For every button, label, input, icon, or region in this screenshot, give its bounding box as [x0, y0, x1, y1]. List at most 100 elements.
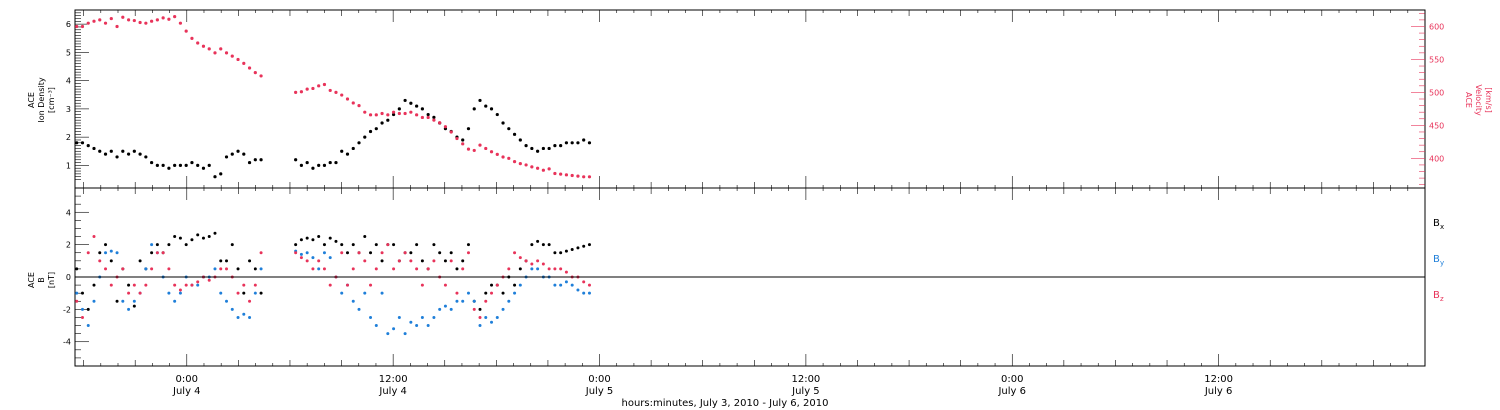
bz-point [98, 259, 102, 263]
x-tick-date-label: July 5 [585, 386, 614, 397]
bz-point [547, 267, 551, 271]
bx-point [351, 243, 355, 247]
right-tick-label: 500 [1429, 88, 1444, 97]
density-point [242, 152, 246, 156]
bz-point [294, 251, 298, 255]
velocity-point [190, 36, 194, 40]
bx-point [466, 243, 470, 247]
density-point [92, 146, 96, 151]
velocity-point [472, 148, 476, 153]
by-point [409, 320, 413, 324]
bx-point [455, 267, 459, 271]
density-point [536, 149, 540, 153]
bz-point [374, 267, 378, 271]
bx-point [167, 243, 171, 247]
bx-point [150, 251, 154, 255]
by-point [369, 315, 373, 319]
density-point [253, 158, 257, 162]
density-point [132, 149, 136, 153]
bz-point [340, 251, 344, 255]
by-point [248, 315, 252, 319]
bx-point [345, 251, 349, 255]
velocity-point [201, 44, 206, 48]
bx-point [432, 243, 436, 247]
density-point [409, 101, 413, 105]
legend-sub-z: z [1440, 295, 1444, 303]
bx-point [86, 307, 90, 311]
velocity-point [184, 29, 188, 33]
density-point [461, 138, 465, 142]
bz-point [80, 315, 84, 319]
by-point [397, 315, 401, 319]
velocity-point [305, 87, 309, 91]
bx-point [461, 259, 465, 263]
by-point [484, 315, 488, 319]
velocity-point [311, 86, 315, 91]
bx-point [484, 291, 488, 295]
bz-point [184, 283, 188, 287]
bz-point [121, 267, 125, 271]
x-tick-time-label: 0:00 [588, 374, 610, 385]
density-point [178, 163, 183, 167]
by-point [132, 299, 136, 303]
velocity-point [415, 113, 419, 117]
legend-entry-x: B [1433, 218, 1440, 229]
bz-point [518, 256, 522, 260]
bx-point [115, 299, 119, 303]
top-left-ylabel-1: ACE [27, 92, 36, 108]
bx-point [380, 259, 384, 263]
density-point [495, 112, 499, 117]
left-tick-label: 2 [66, 133, 71, 142]
bx-point [340, 243, 344, 247]
bx-point [219, 259, 223, 263]
bz-point [380, 251, 384, 255]
bz-point [104, 267, 108, 271]
velocity-point [132, 18, 136, 23]
legend-entry-y: B [1433, 254, 1440, 265]
bx-point [564, 249, 568, 253]
density-point [247, 160, 252, 165]
left-tick-label: 0 [66, 273, 71, 282]
top-right-axis: 400 450 500 550 600 [1411, 12, 1444, 186]
by-point [386, 332, 390, 336]
bz-point [173, 283, 177, 287]
velocity-point [155, 18, 159, 22]
by-point [317, 267, 321, 271]
velocity-point [489, 150, 494, 154]
bz-point [190, 283, 194, 287]
velocity-point [224, 51, 229, 55]
velocity-point [461, 142, 465, 146]
bz-point [426, 267, 430, 271]
top-left-axis: 1 2 3 4 5 6 [66, 9, 89, 180]
density-point [150, 160, 154, 165]
velocity-point [587, 175, 592, 179]
density-point [420, 107, 424, 111]
by-point [380, 291, 384, 295]
bx-point [559, 251, 563, 255]
by-point [415, 324, 419, 328]
density-point [489, 107, 494, 111]
bx-point [259, 291, 263, 295]
bz-point [161, 251, 165, 255]
velocity-point [374, 113, 378, 117]
top-right-ylabel-1: ACE [1464, 92, 1473, 108]
bx-point [311, 238, 315, 242]
by-point [340, 291, 344, 295]
x-tick-time-label: 0:00 [1001, 374, 1023, 385]
by-point [357, 307, 361, 311]
by-point [167, 291, 171, 295]
velocity-point [512, 160, 517, 164]
bottom-series-group [75, 231, 591, 336]
velocity-point [432, 118, 436, 122]
bx-point [225, 259, 229, 263]
velocity-point [173, 14, 177, 19]
by-point [559, 283, 563, 287]
velocity-point [340, 93, 344, 97]
velocity-point [230, 54, 234, 58]
bz-point [225, 267, 229, 271]
density-point [236, 149, 240, 153]
density-point [357, 141, 361, 145]
density-point [478, 98, 482, 103]
bx-point [536, 239, 540, 243]
density-point [328, 160, 332, 165]
